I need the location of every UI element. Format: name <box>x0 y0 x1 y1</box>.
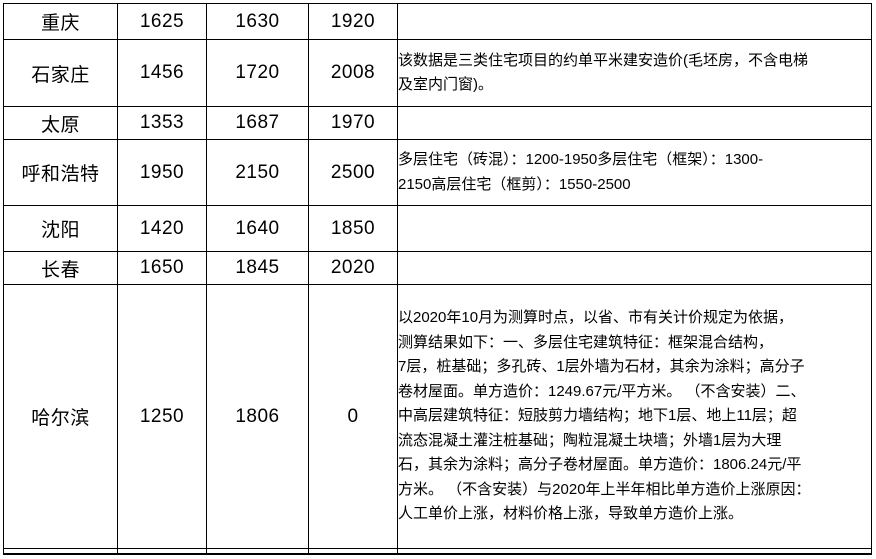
value-cell[interactable] <box>308 548 398 555</box>
note-cell[interactable] <box>397 548 872 555</box>
value-cell[interactable]: 1456 <box>117 39 207 107</box>
value-cell[interactable] <box>117 548 207 555</box>
note-cell[interactable]: 以2020年10月为测算时点，以省、市有关计价规定为依据， 测算结果如下：一、多… <box>397 284 872 549</box>
value-cell[interactable]: 1353 <box>117 106 207 140</box>
note-cell[interactable]: 多层住宅（砖混）：1200-1950多层住宅（框架）：1300- 2150高层住… <box>397 139 872 206</box>
city-cell[interactable]: 沈阳 <box>3 205 118 252</box>
value-cell[interactable]: 1806 <box>206 284 309 549</box>
city-cell[interactable]: 哈尔滨 <box>3 284 118 549</box>
table-row: 长春 1650 1845 2020 <box>3 251 872 285</box>
value-cell[interactable]: 2150 <box>206 139 309 206</box>
note-cell[interactable] <box>397 251 872 285</box>
cost-table: 重庆 1625 1630 1920 石家庄 1456 1720 2008 该数据是三类住宅项目的… <box>3 3 872 555</box>
value-cell[interactable]: 1950 <box>117 139 207 206</box>
table-row: 沈阳 1420 1640 1850 <box>3 205 872 252</box>
value-cell[interactable]: 1970 <box>308 106 398 140</box>
table-row: 太原 1353 1687 1970 <box>3 106 872 140</box>
city-cell[interactable] <box>3 548 118 555</box>
table-row: 重庆 1625 1630 1920 <box>3 3 872 40</box>
note-cell[interactable] <box>397 106 872 140</box>
city-cell[interactable]: 长春 <box>3 251 118 285</box>
value-cell[interactable]: 1640 <box>206 205 309 252</box>
note-cell[interactable] <box>397 205 872 252</box>
value-cell[interactable]: 1850 <box>308 205 398 252</box>
table-row-partial <box>3 548 872 555</box>
value-cell[interactable]: 1845 <box>206 251 309 285</box>
city-cell[interactable]: 石家庄 <box>3 39 118 107</box>
city-cell[interactable]: 太原 <box>3 106 118 140</box>
value-cell[interactable] <box>206 548 309 555</box>
value-cell[interactable]: 0 <box>308 284 398 549</box>
value-cell[interactable]: 2008 <box>308 39 398 107</box>
value-cell[interactable]: 1625 <box>117 3 207 40</box>
note-cell[interactable] <box>397 3 872 40</box>
value-cell[interactable]: 1687 <box>206 106 309 140</box>
city-cell[interactable]: 呼和浩特 <box>3 139 118 206</box>
value-cell[interactable]: 2020 <box>308 251 398 285</box>
value-cell[interactable]: 1920 <box>308 3 398 40</box>
table-row: 哈尔滨 1250 1806 0 以2020年10月为测算时点，以省、市有关计价规定为依据… <box>3 284 872 549</box>
table-body: 重庆 1625 1630 1920 石家庄 1456 1720 2008 该数据是三类住宅项目的… <box>3 3 872 555</box>
note-cell[interactable]: 该数据是三类住宅项目的约单平米建安造价(毛坯房，不含电梯 及室内门窗)。 <box>397 39 872 107</box>
value-cell[interactable]: 1720 <box>206 39 309 107</box>
value-cell[interactable]: 1650 <box>117 251 207 285</box>
value-cell[interactable]: 1630 <box>206 3 309 40</box>
value-cell[interactable]: 2500 <box>308 139 398 206</box>
value-cell[interactable]: 1420 <box>117 205 207 252</box>
value-cell[interactable]: 1250 <box>117 284 207 549</box>
table-row: 呼和浩特 1950 2150 2500 多层住宅（砖混）：1200-1950多层住宅（框… <box>3 139 872 206</box>
city-cell[interactable]: 重庆 <box>3 3 118 40</box>
table-row: 石家庄 1456 1720 2008 该数据是三类住宅项目的约单平米建安造价(毛坯房，不… <box>3 39 872 107</box>
